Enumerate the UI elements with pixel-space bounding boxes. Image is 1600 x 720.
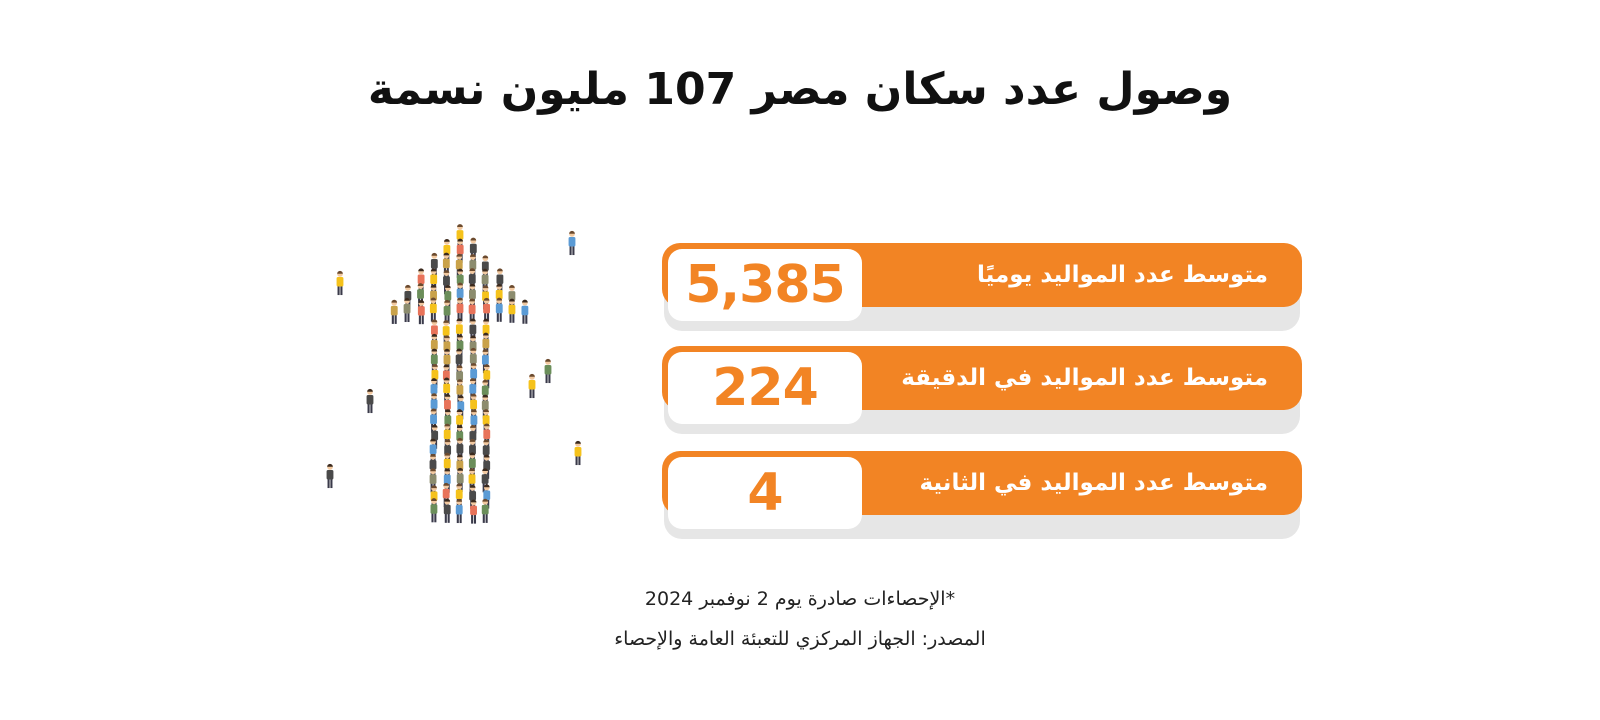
footnote-date: *الإحصاءات صادرة يوم 2 نوفمبر 2024 xyxy=(644,588,956,610)
stat-label: متوسط عدد المواليد في الدقيقة xyxy=(901,365,1268,391)
stat-daily-births: متوسط عدد المواليد يوميًا 5,385 xyxy=(662,243,1302,331)
stat-value: 5,385 xyxy=(668,249,862,321)
stat-value: 4 xyxy=(668,457,862,529)
stat-label: متوسط عدد المواليد يوميًا xyxy=(977,262,1268,288)
stat-label: متوسط عدد المواليد في الثانية xyxy=(919,470,1268,496)
stat-births-per-second: متوسط عدد المواليد في الثانية 4 xyxy=(662,451,1302,539)
stat-births-per-minute: متوسط عدد المواليد في الدقيقة 224 xyxy=(662,346,1302,434)
page-title: وصول عدد سكان مصر 107 مليون نسمة xyxy=(367,64,1233,115)
stat-value: 224 xyxy=(668,352,862,424)
source-credit: المصدر: الجهاز المركزي للتعبئة العامة وا… xyxy=(614,628,986,650)
crowd-arrow-up-icon xyxy=(326,224,582,524)
